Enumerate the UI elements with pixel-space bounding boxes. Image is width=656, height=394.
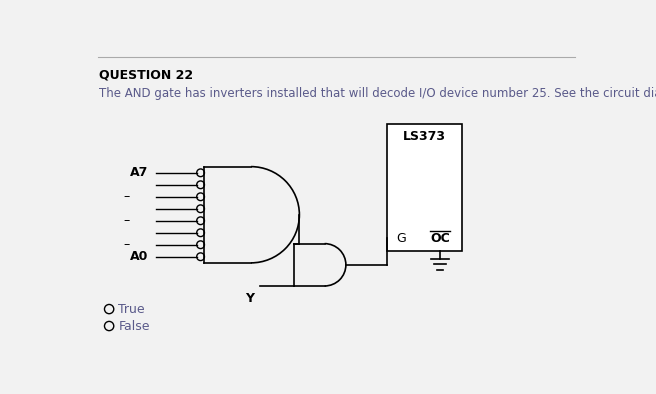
Text: LS373: LS373 xyxy=(403,130,445,143)
Bar xyxy=(386,124,462,251)
Text: A0: A0 xyxy=(129,250,148,263)
Text: False: False xyxy=(119,320,150,333)
Text: A7: A7 xyxy=(129,166,148,179)
Text: OC: OC xyxy=(430,232,450,245)
Text: True: True xyxy=(119,303,145,316)
Text: QUESTION 22: QUESTION 22 xyxy=(99,69,193,82)
Text: –: – xyxy=(123,214,129,227)
Text: –: – xyxy=(123,238,129,251)
Text: G: G xyxy=(396,232,405,245)
Text: Y: Y xyxy=(245,292,254,305)
Text: –: – xyxy=(123,190,129,203)
Text: The AND gate has inverters installed that will decode I/O device number 25. See : The AND gate has inverters installed tha… xyxy=(99,87,656,100)
